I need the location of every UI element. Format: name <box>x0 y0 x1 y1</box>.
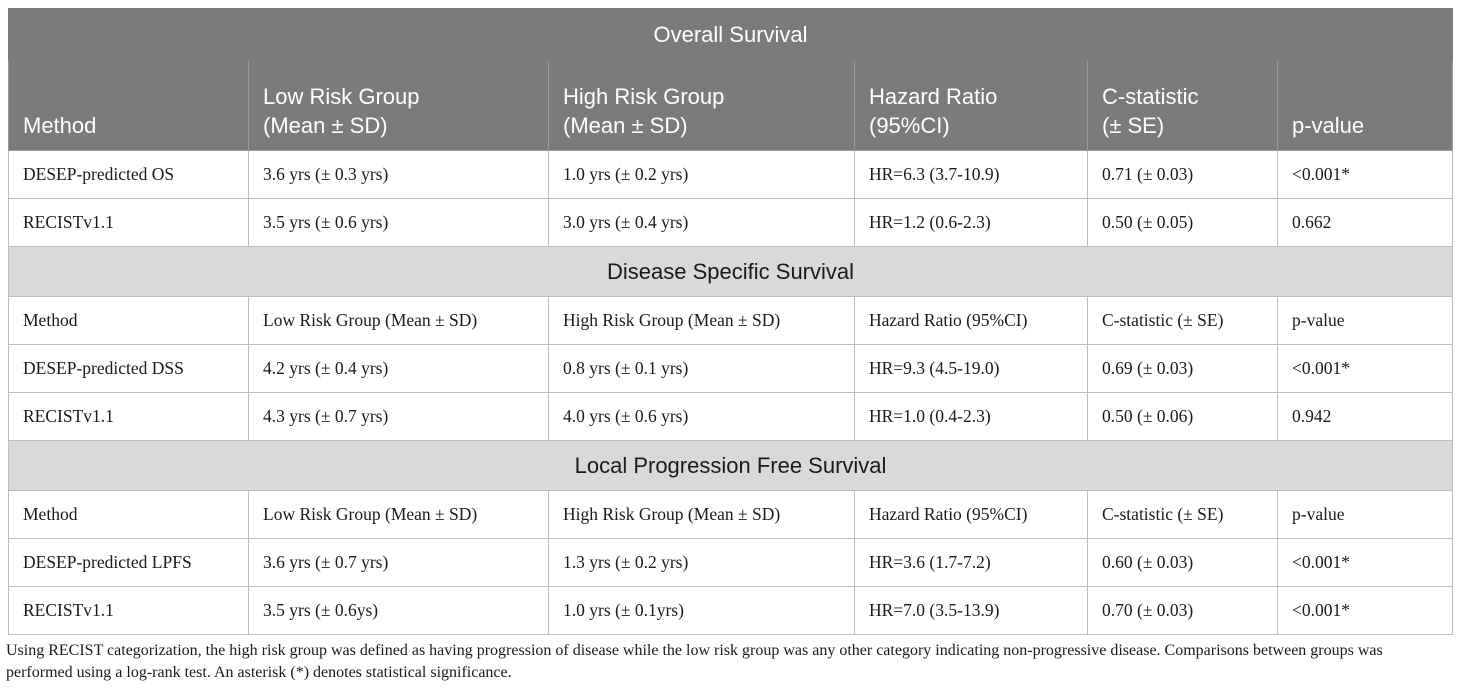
table-cell: <0.001* <box>1276 150 1454 199</box>
column-header-line: p-value <box>1292 113 1365 138</box>
column-header: High Risk Group (Mean ± SD) <box>548 60 855 151</box>
table-cell: HR=1.0 (0.4-2.3) <box>854 392 1088 441</box>
table-cell: DESEP-predicted LPFS <box>8 538 249 587</box>
section-title-row: Overall Survival <box>7 8 1454 61</box>
table-cell: HR=7.0 (3.5-13.9) <box>854 586 1088 635</box>
table-cell: 0.50 (± 0.05) <box>1087 198 1278 247</box>
column-header-row: Method Low Risk Group (Mean ± SD) High Ris… <box>8 490 1454 539</box>
column-header: C-statistic (± SE) <box>1087 490 1278 539</box>
column-header: Method <box>8 490 249 539</box>
table-cell: 3.6 yrs (± 0.7 yrs) <box>248 538 549 587</box>
table-cell: DESEP-predicted DSS <box>8 344 249 393</box>
table-cell: DESEP-predicted OS <box>8 150 249 199</box>
table-cell: 4.2 yrs (± 0.4 yrs) <box>248 344 549 393</box>
table-cell: 0.8 yrs (± 0.1 yrs) <box>548 344 855 393</box>
column-header-line: (± SE) <box>1102 113 1165 138</box>
table-cell: 0.71 (± 0.03) <box>1087 150 1278 199</box>
table-cell: 0.662 <box>1276 198 1454 247</box>
table-cell: <0.001* <box>1276 344 1454 393</box>
column-header: Hazard Ratio (95%CI) <box>854 296 1088 345</box>
table-row: DESEP-predicted LPFS 3.6 yrs (± 0.7 yrs) 1… <box>8 538 1454 587</box>
table-cell: RECISTv1.1 <box>8 198 249 247</box>
survival-table: Overall Survival Method Low Risk Group (Mea… <box>7 8 1454 635</box>
table-cell: 4.3 yrs (± 0.7 yrs) <box>248 392 549 441</box>
table-row: RECISTv1.1 4.3 yrs (± 0.7 yrs) 4.0 yrs (± … <box>8 392 1454 441</box>
table-cell: 0.942 <box>1276 392 1454 441</box>
column-header: Method <box>8 296 249 345</box>
column-header-line: Method <box>23 113 97 138</box>
table-cell: 3.5 yrs (± 0.6 yrs) <box>248 198 549 247</box>
table-cell: <0.001* <box>1276 538 1454 587</box>
table-row: DESEP-predicted OS 3.6 yrs (± 0.3 yrs) 1.0… <box>8 150 1454 199</box>
column-header: Method <box>8 60 249 151</box>
table-cell: 0.50 (± 0.06) <box>1087 392 1278 441</box>
section-title: Disease Specific Survival <box>7 246 1454 297</box>
table-cell: 0.69 (± 0.03) <box>1087 344 1278 393</box>
column-header: Hazard Ratio (95%CI) <box>854 490 1088 539</box>
table-cell: RECISTv1.1 <box>8 392 249 441</box>
table-cell: HR=9.3 (4.5-19.0) <box>854 344 1088 393</box>
section-title-row: Disease Specific Survival <box>7 246 1454 297</box>
table-cell: 0.70 (± 0.03) <box>1087 586 1278 635</box>
column-header-line: Hazard Ratio <box>869 84 998 109</box>
column-header: High Risk Group (Mean ± SD) <box>548 296 855 345</box>
table-cell: 4.0 yrs (± 0.6 yrs) <box>548 392 855 441</box>
column-header: High Risk Group (Mean ± SD) <box>548 490 855 539</box>
column-header: Low Risk Group (Mean ± SD) <box>248 60 549 151</box>
table-cell: RECISTv1.1 <box>8 586 249 635</box>
column-header-row: Method Low Risk Group (Mean ± SD) High Risk… <box>8 60 1454 151</box>
column-header-line: (95%CI) <box>869 113 950 138</box>
table-container: Overall Survival Method Low Risk Group (Mea… <box>7 8 1454 635</box>
section-title-row: Local Progression Free Survival <box>7 440 1454 491</box>
table-cell: 0.60 (± 0.03) <box>1087 538 1278 587</box>
section-title: Local Progression Free Survival <box>7 440 1454 491</box>
table-cell: HR=3.6 (1.7-7.2) <box>854 538 1088 587</box>
column-header-line: High Risk Group <box>563 84 725 109</box>
column-header-line: Low Risk Group <box>263 84 420 109</box>
table-cell: 3.0 yrs (± 0.4 yrs) <box>548 198 855 247</box>
column-header: p-value <box>1276 490 1454 539</box>
column-header: Low Risk Group (Mean ± SD) <box>248 296 549 345</box>
table-cell: <0.001* <box>1276 586 1454 635</box>
column-header: Hazard Ratio (95%CI) <box>854 60 1088 151</box>
column-header: p-value <box>1276 60 1454 151</box>
table-row: RECISTv1.1 3.5 yrs (± 0.6 yrs) 3.0 yrs (± … <box>8 198 1454 247</box>
table-cell: HR=6.3 (3.7-10.9) <box>854 150 1088 199</box>
table-cell: 1.0 yrs (± 0.2 yrs) <box>548 150 855 199</box>
table-body: Overall Survival Method Low Risk Group (Mea… <box>7 8 1454 635</box>
table-cell: 1.0 yrs (± 0.1yrs) <box>548 586 855 635</box>
column-header-row: Method Low Risk Group (Mean ± SD) High Ris… <box>8 296 1454 345</box>
table-row: DESEP-predicted DSS 4.2 yrs (± 0.4 yrs) 0.… <box>8 344 1454 393</box>
column-header-line: C-statistic <box>1102 84 1199 109</box>
table-cell: 3.6 yrs (± 0.3 yrs) <box>248 150 549 199</box>
column-header: C-statistic (± SE) <box>1087 60 1278 151</box>
column-header: C-statistic (± SE) <box>1087 296 1278 345</box>
table-cell: 3.5 yrs (± 0.6ys) <box>248 586 549 635</box>
column-header-line: (Mean ± SD) <box>563 113 688 138</box>
column-header: p-value <box>1276 296 1454 345</box>
table-cell: HR=1.2 (0.6-2.3) <box>854 198 1088 247</box>
column-header: Low Risk Group (Mean ± SD) <box>248 490 549 539</box>
table-row: RECISTv1.1 3.5 yrs (± 0.6ys) 1.0 yrs (± 0.… <box>8 586 1454 635</box>
section-title: Overall Survival <box>7 8 1454 61</box>
table-cell: 1.3 yrs (± 0.2 yrs) <box>548 538 855 587</box>
column-header-line: (Mean ± SD) <box>263 113 388 138</box>
table-footnote: Using RECIST categorization, the high ri… <box>6 642 1383 681</box>
